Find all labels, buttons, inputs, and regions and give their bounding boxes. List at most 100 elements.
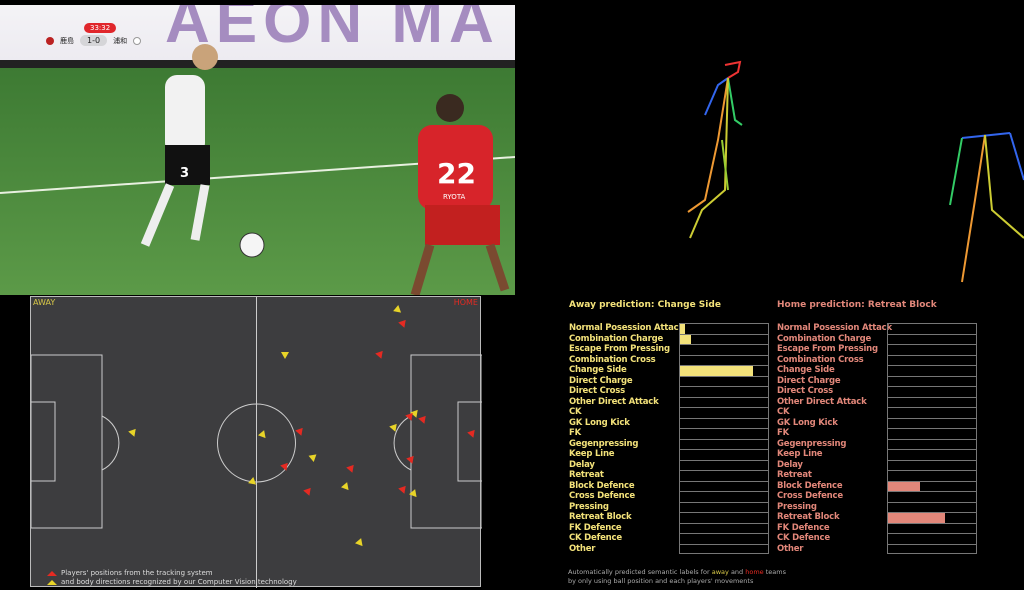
label: Gegenpressing [569,438,639,449]
prob-bar-track [679,323,769,334]
label: FK [777,428,789,439]
label: CK Defence [569,533,622,544]
label: FK [569,428,581,439]
home-row: Direct Cross [777,386,977,397]
tactical-pitch: AWAY HOME Players' positions from the tr… [30,296,482,588]
home-row: GK Long Kick [777,417,977,428]
away-row: Direct Charge [569,375,769,386]
away-player-marker [281,352,289,359]
label: FK Defence [777,522,830,533]
legend-text: and body directions recognized by our Co… [61,578,297,586]
home-row: Retreat [777,470,977,481]
yellow-marker-icon [47,579,57,585]
jersey-name: RYOTA [443,193,466,201]
away-row: Other Direct Attack [569,396,769,407]
prob-bar-track [887,333,977,344]
prob-bar-track [679,386,769,397]
prob-bar-track [679,449,769,460]
label: CK [777,407,790,418]
label: Combination Cross [777,354,864,365]
home-prediction-chart: Normal Posession Attack Combination Charg… [777,323,977,554]
home-team-color-icon [46,36,54,45]
home-player-marker [346,464,354,473]
away-row: Retreat [569,470,769,481]
away-row: Direct Cross [569,386,769,397]
away-player-marker [341,482,349,491]
label: Other [569,543,596,554]
prob-bar [680,324,686,334]
away-row: Combination Cross [569,354,769,365]
ball [239,232,265,258]
prob-bar-track [679,522,769,533]
prob-bar-track [887,438,977,449]
prob-bar-track [679,428,769,439]
home-player-marker [398,319,406,328]
prob-bar [888,513,946,523]
away-player-marker [258,430,266,439]
away-row: Cross Defence [569,491,769,502]
home-row: Block Defence [777,480,977,491]
pitch-lines [31,297,482,588]
home-row: Gegenpressing [777,438,977,449]
home-row: Normal Posession Attack [777,323,977,334]
home-player-marker [398,485,406,494]
prob-bar-track [887,396,977,407]
prob-bar-track [679,533,769,544]
label: Retreat [777,470,812,481]
prob-bar-track [887,365,977,376]
footer-line-1: Automatically predicted semantic labels … [568,568,786,577]
label: Normal Posession Attack [777,323,892,334]
prob-bar-track [679,543,769,554]
home-player-marker [418,415,426,424]
footer-text: Automatically predicted semantic labels … [568,568,712,576]
away-row: GK Long Kick [569,417,769,428]
home-player-marker [280,462,288,471]
jersey-number: 22 [437,157,476,190]
label: Change Side [777,365,835,376]
away-player-marker [409,489,417,498]
away-team-name: 浦和 [113,36,128,45]
stadium-banner: AEON MA [165,5,500,56]
home-player: 22 RYOTA [410,94,510,295]
label: Cross Defence [777,491,843,502]
away-player-marker [248,477,257,485]
home-row: Pressing [777,501,977,512]
prob-bar-track [887,522,977,533]
home-row: FK Defence [777,522,977,533]
away-player-marker [308,454,317,462]
home-prediction-title: Home prediction: Retreat Block [777,300,937,310]
prob-bar-track [887,533,977,544]
home-row: CK [777,407,977,418]
label: CK Defence [777,533,830,544]
prob-bar [680,334,691,344]
label: FK Defence [569,522,622,533]
home-row: FK [777,428,977,439]
away-player-marker [128,428,136,437]
away-row: Other [569,543,769,554]
label: Retreat Block [569,512,632,523]
home-row: Keep Line [777,449,977,460]
label: Delay [569,459,595,470]
prob-bar-track [887,512,977,523]
label: GK Long Kick [777,417,838,428]
label: Direct Cross [777,386,833,397]
away-row: Normal Posession Attack [569,323,769,334]
prob-bar-track [679,417,769,428]
home-row: Cross Defence [777,491,977,502]
prob-bar-track [679,375,769,386]
pose-skeletons [687,60,1024,283]
match-clock: 33:32 [84,23,117,33]
label: Combination Cross [569,354,656,365]
prob-bar-track [679,344,769,355]
red-marker-icon [47,570,57,576]
away-team-color-icon [133,36,142,45]
label: CK [569,407,582,418]
away-row: Block Defence [569,480,769,491]
label: Retreat [569,470,604,481]
prob-bar-track [887,323,977,334]
prob-bar-track [679,396,769,407]
match-video: AEON MA 33:32 鹿島 1-0 浦和 3 22 RYOTA [0,5,515,295]
prob-bar-track [887,501,977,512]
prob-bar-track [887,491,977,502]
prob-bar-track [887,480,977,491]
